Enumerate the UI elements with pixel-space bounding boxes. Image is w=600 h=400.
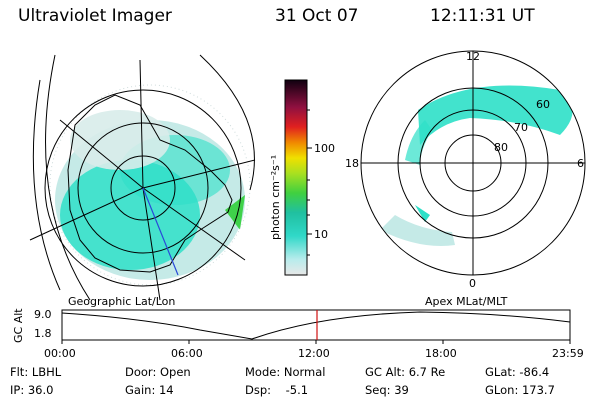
mlat-label-60: 60 — [536, 98, 550, 111]
geo-graticule — [29, 54, 256, 301]
info-door: Door: Open — [125, 365, 191, 379]
mlt-label-12: 12 — [466, 50, 480, 63]
mlt-panel-caption: Apex MLat/MLT — [425, 295, 508, 308]
mlat-label-80: 80 — [494, 141, 508, 154]
alt-ytick-1.8: 1.8 — [34, 327, 52, 340]
alt-xtick-0600: 06:00 — [171, 347, 203, 360]
mlat-label-70: 70 — [514, 121, 528, 134]
colorbar: 100 10 photon cm⁻²s⁻¹ — [269, 79, 335, 276]
info-mode: Mode: Normal — [245, 365, 326, 379]
geo-panel-caption: Geographic Lat/Lon — [68, 295, 176, 308]
altitude-plot: GC Alt 9.0 1.8 00:00 06:00 12:00 18:00 2… — [12, 308, 584, 360]
alt-xtick-2359: 23:59 — [552, 347, 584, 360]
observation-date: 31 Oct 07 — [275, 6, 359, 26]
info-gain: Gain: 14 — [125, 383, 174, 397]
info-ip: IP: 36.0 — [10, 383, 54, 397]
alt-xtick-1200: 12:00 — [298, 347, 330, 360]
alt-xtick-0000: 00:00 — [44, 347, 76, 360]
alt-ylabel: GC Alt — [12, 308, 25, 343]
mlt-label-0: 0 — [469, 277, 476, 290]
antarctica-coastline — [67, 94, 233, 273]
info-glon: GLon: 173.7 — [485, 383, 555, 397]
colorbar-tick-10: 10 — [314, 228, 328, 241]
alt-ytick-9: 9.0 — [34, 308, 52, 321]
colorbar-unit-label: photon cm⁻²s⁻¹ — [269, 155, 282, 240]
info-filter: Flt: LBHL — [10, 365, 62, 379]
colorbar-tick-100: 100 — [314, 142, 335, 155]
instrument-title: Ultraviolet Imager — [18, 6, 172, 26]
altitude-curve — [61, 311, 571, 340]
alt-xtick-1800: 18:00 — [425, 347, 457, 360]
info-gc-alt: GC Alt: 6.7 Re — [365, 365, 446, 379]
geographic-map — [29, 54, 256, 301]
observation-time: 12:11:31 UT — [430, 6, 535, 26]
mlt-label-6: 6 — [577, 157, 584, 170]
polar-plot: 12 18 6 0 60 70 80 — [345, 50, 586, 290]
info-dsp: Dsp: -5.1 — [245, 383, 309, 397]
mlt-label-18: 18 — [345, 157, 359, 170]
satellite-track — [142, 187, 179, 276]
info-seq: Seq: 39 — [365, 383, 409, 397]
info-glat: GLat: -86.4 — [485, 365, 550, 379]
